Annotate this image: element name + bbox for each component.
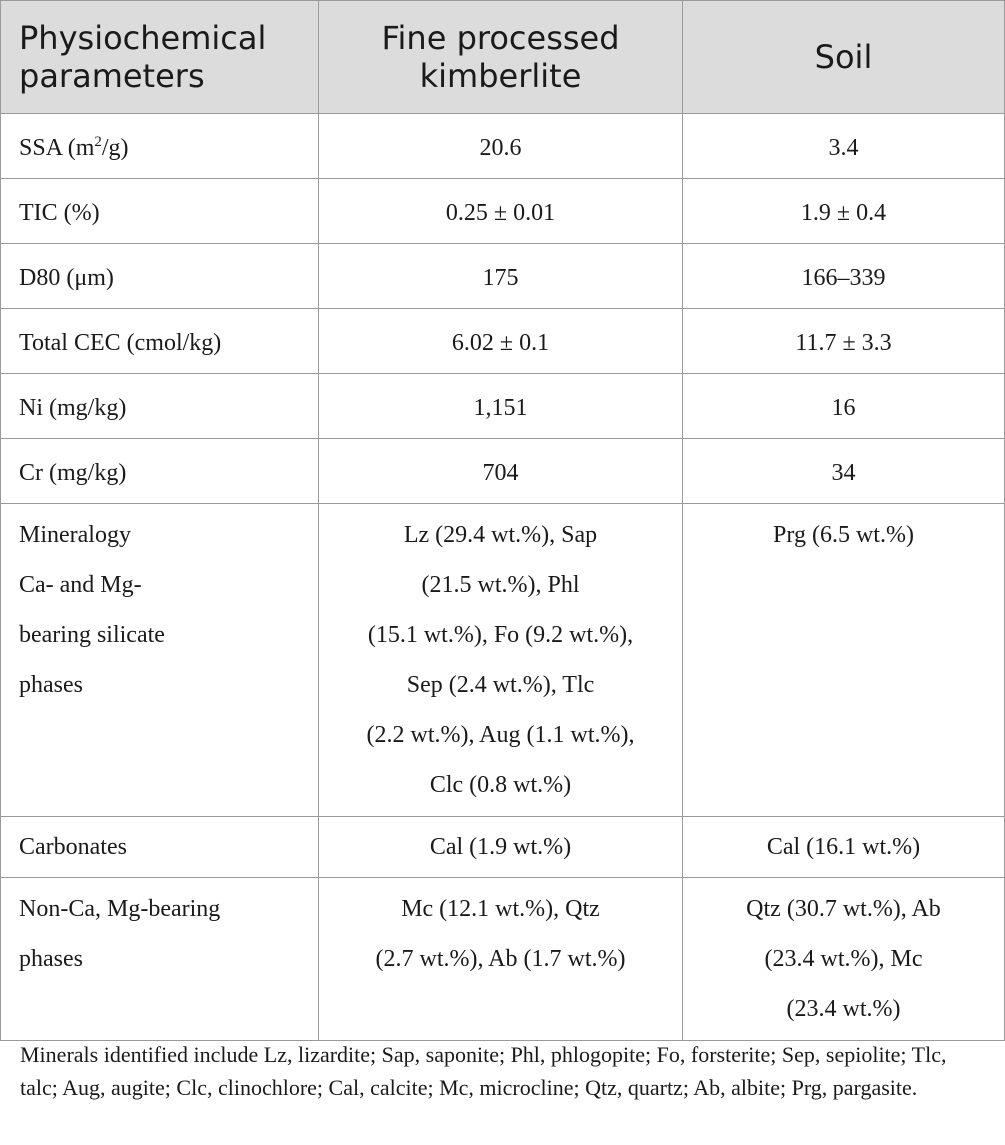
soil-cell: 3.4: [682, 113, 1005, 179]
soil-cell: 166–339: [682, 243, 1005, 309]
param-cell: TIC (%): [0, 178, 319, 244]
table-row-carbonates: Carbonates Cal (1.9 wt.%) Cal (16.1 wt.%…: [0, 816, 1005, 878]
table-row-d80: D80 (μm) 175 166–339: [0, 243, 1005, 309]
kimberlite-cell: Lz (29.4 wt.%), Sap (21.5 wt.%), Phl (15…: [318, 503, 683, 817]
physiochemical-parameters-table: Physiochemical parameters Fine processed…: [0, 0, 1005, 1041]
cell-line: Mc (12.1 wt.%), Qtz: [401, 896, 600, 922]
soil-cell: Qtz (30.7 wt.%), Ab (23.4 wt.%), Mc (23.…: [682, 877, 1005, 1041]
table-row-cr: Cr (mg/kg) 704 34: [0, 438, 1005, 504]
soil-cell: 1.9 ± 0.4: [682, 178, 1005, 244]
cell-line: Non-Ca, Mg-bearing: [19, 896, 221, 922]
header-line: kimberlite: [419, 57, 582, 95]
cell-line: phases: [19, 946, 83, 972]
kimberlite-cell: 704: [318, 438, 683, 504]
header-fine-processed-kimberlite: Fine processed kimberlite: [318, 0, 683, 114]
cell-line: bearing silicate: [19, 622, 165, 648]
header-line: Fine processed: [381, 19, 620, 57]
param-superscript: 2: [94, 134, 102, 150]
param-cell: SSA (m2/g): [0, 113, 319, 179]
param-cell: Mineralogy Ca- and Mg- bearing silicate …: [0, 503, 319, 817]
table-header: Physiochemical parameters Fine processed…: [0, 0, 1005, 114]
soil-cell: 16: [682, 373, 1005, 439]
table-body: SSA (m2/g) 20.6 3.4 TIC (%) 0.25 ± 0.01 …: [0, 113, 1005, 1041]
table-row-non-ca-mg-bearing: Non-Ca, Mg-bearing phases Mc (12.1 wt.%)…: [0, 877, 1005, 1041]
cell-line: (21.5 wt.%), Phl: [421, 572, 580, 598]
header-physiochemical-parameters: Physiochemical parameters: [0, 0, 319, 114]
table-footnote: Minerals identified include Lz, lizardit…: [20, 1042, 947, 1100]
kimberlite-cell: 6.02 ± 0.1: [318, 308, 683, 374]
param-text: SSA (m: [19, 135, 95, 161]
data-table-container: Physiochemical parameters Fine processed…: [0, 0, 1005, 1041]
cell-line: (2.2 wt.%), Aug (1.1 wt.%),: [366, 722, 635, 748]
soil-cell: Prg (6.5 wt.%): [682, 503, 1005, 817]
cell-line: Sep (2.4 wt.%), Tlc: [406, 672, 595, 698]
param-cell: Non-Ca, Mg-bearing phases: [0, 877, 319, 1041]
table-row-ni: Ni (mg/kg) 1,151 16: [0, 373, 1005, 439]
kimberlite-cell: Cal (1.9 wt.%): [318, 816, 683, 878]
header-soil: Soil: [682, 0, 1005, 114]
cell-line: Clc (0.8 wt.%): [429, 772, 572, 798]
kimberlite-cell: 20.6: [318, 113, 683, 179]
kimberlite-cell: 0.25 ± 0.01: [318, 178, 683, 244]
cell-line: (2.7 wt.%), Ab (1.7 wt.%): [375, 946, 626, 972]
table-row-mineralogy: Mineralogy Ca- and Mg- bearing silicate …: [0, 503, 1005, 817]
soil-cell: 11.7 ± 3.3: [682, 308, 1005, 374]
kimberlite-cell: 1,151: [318, 373, 683, 439]
param-cell: Ni (mg/kg): [0, 373, 319, 439]
cell-line: phases: [19, 672, 83, 698]
kimberlite-cell: 175: [318, 243, 683, 309]
cell-line: (23.4 wt.%): [786, 996, 901, 1022]
header-line: parameters: [19, 57, 205, 95]
cell-line: Prg (6.5 wt.%): [773, 522, 914, 548]
soil-cell: 34: [682, 438, 1005, 504]
cell-line: Lz (29.4 wt.%), Sap: [403, 522, 598, 548]
param-cell: Cr (mg/kg): [0, 438, 319, 504]
cell-line: Ca- and Mg-: [19, 572, 142, 598]
param-cell: Carbonates: [0, 816, 319, 878]
cell-line: (15.1 wt.%), Fo (9.2 wt.%),: [367, 622, 634, 648]
cell-line: Mineralogy: [19, 522, 131, 548]
header-line: Physiochemical: [19, 19, 267, 57]
cell-line: Qtz (30.7 wt.%), Ab: [746, 896, 941, 922]
param-text: /g): [101, 135, 129, 161]
table-row-total-cec: Total CEC (cmol/kg) 6.02 ± 0.1 11.7 ± 3.…: [0, 308, 1005, 374]
table-row-ssa: SSA (m2/g) 20.6 3.4: [0, 113, 1005, 179]
param-cell: D80 (μm): [0, 243, 319, 309]
param-cell: Total CEC (cmol/kg): [0, 308, 319, 374]
table-row-tic: TIC (%) 0.25 ± 0.01 1.9 ± 0.4: [0, 178, 1005, 244]
kimberlite-cell: Mc (12.1 wt.%), Qtz (2.7 wt.%), Ab (1.7 …: [318, 877, 683, 1041]
header-row: Physiochemical parameters Fine processed…: [0, 0, 1005, 114]
soil-cell: Cal (16.1 wt.%): [682, 816, 1005, 878]
cell-line: (23.4 wt.%), Mc: [764, 946, 923, 972]
